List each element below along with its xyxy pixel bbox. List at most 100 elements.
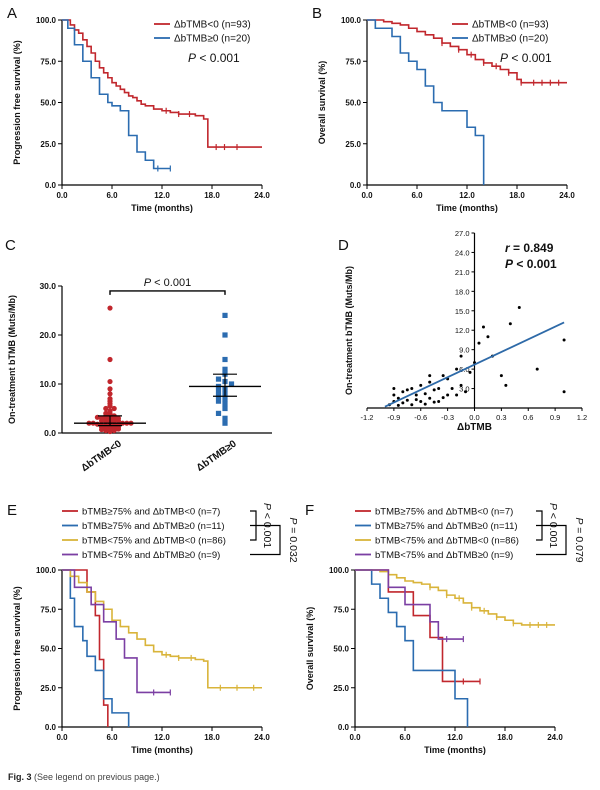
y-tick-label: 75.0 (40, 605, 56, 614)
figure-label: Fig. 3 (8, 772, 32, 782)
data-point (423, 402, 427, 406)
x-tick-label: 0.0 (349, 733, 361, 742)
p-value: P < 0.001 (144, 277, 191, 289)
panel-label: D (338, 237, 349, 254)
p-value: P < 0.001 (505, 257, 557, 271)
legend-label: bTMB≥75% and ΔbTMB<0 (n=7) (375, 507, 513, 518)
data-point (396, 403, 400, 407)
p-italic: P (188, 51, 196, 65)
data-point (441, 374, 445, 378)
x-tick-label: 12.0 (154, 733, 170, 742)
legend-label: bTMB<75% and ΔbTMB≥0 (n=9) (82, 550, 220, 561)
p-text: = 0.032 (287, 524, 299, 562)
y-tick-label: 18.0 (455, 287, 470, 296)
p-value: P < 0.001 (188, 51, 240, 65)
data-point (419, 383, 423, 387)
y-axis-label: Progression free survival (%) (12, 40, 22, 165)
panel-E: E 0.0 6.0 12.0 18.0 24.0 0.0 25.0 50.0 75.0 100.0 T… (7, 502, 299, 755)
x-tick-label: 24.0 (254, 191, 270, 200)
km-curve-purple (62, 569, 171, 694)
data-point (215, 388, 222, 394)
y-tick-label: 0.0 (338, 723, 350, 732)
x-tick-label: 0.6 (523, 413, 533, 422)
p-italic: P (261, 503, 273, 510)
y-tick-label: 21.0 (455, 268, 470, 277)
x-tick-label: 6.0 (399, 733, 411, 742)
x-tick-label: 12.0 (447, 733, 463, 742)
x-tick-label: 6.0 (106, 191, 118, 200)
data-point (464, 390, 468, 394)
data-point (228, 381, 235, 387)
km-curve-gold (355, 569, 555, 626)
p-text: = 0.079 (573, 524, 585, 562)
data-point (222, 356, 228, 363)
data-point (401, 401, 405, 405)
data-point (504, 383, 508, 387)
p-italic: P (505, 257, 514, 271)
p-value-inner: P < 0.001 (261, 503, 273, 548)
data-point (222, 312, 228, 318)
y-tick-label: 20.0 (39, 330, 56, 340)
y-axis-label: On-treatment bTMB (Muts/Mb) (344, 266, 354, 395)
data-point (446, 393, 450, 397)
km-curve-red (62, 569, 109, 727)
p-italic: P (144, 277, 152, 289)
x-tick-label: 0.3 (496, 413, 506, 422)
data-point (405, 398, 409, 402)
legend-label: bTMB≥75% and ΔbTMB≥0 (n=11) (82, 521, 225, 532)
data-point (401, 390, 405, 394)
data-point (477, 341, 481, 345)
data-point (99, 415, 105, 421)
km-curve-blue (62, 569, 130, 727)
panel-label: A (7, 5, 17, 22)
p-text: < 0.001 (513, 257, 557, 271)
figure-caption: Fig. 3 (See legend on previous page.) (8, 772, 160, 782)
p-value-outer: P = 0.079 (573, 517, 585, 562)
y-tick-label: 12.0 (455, 326, 470, 335)
y-tick-label: 75.0 (345, 57, 361, 66)
figure-caption-text: (See legend on previous page.) (34, 772, 160, 782)
x-tick-label: 0.0 (361, 191, 373, 200)
p-text: < 0.001 (508, 51, 552, 65)
x-tick-label: 0.0 (469, 413, 479, 422)
y-tick-label: 100.0 (341, 16, 362, 25)
y-tick-label: 0.0 (350, 181, 362, 190)
p-text: < 0.001 (547, 510, 559, 548)
data-point (222, 396, 228, 402)
km-curve-red (62, 19, 262, 148)
p-text: < 0.001 (261, 510, 273, 548)
data-point (107, 356, 113, 363)
x-tick-label: 12.0 (459, 191, 475, 200)
x-tick-label: 18.0 (509, 191, 525, 200)
y-tick-label: 3.0 (459, 385, 469, 394)
panel-label: B (312, 5, 322, 22)
data-point (222, 366, 228, 372)
significance-bracket (109, 290, 226, 295)
regression-line (384, 321, 565, 408)
panel-label: E (7, 502, 17, 519)
data-point (107, 396, 113, 402)
data-point (111, 405, 117, 412)
y-tick-label: 50.0 (40, 645, 56, 654)
x-tick-label: 0.9 (550, 413, 560, 422)
data-point (107, 408, 113, 414)
y-tick-label: 25.0 (345, 140, 361, 149)
data-point (405, 388, 409, 392)
data-point (432, 400, 436, 404)
x-tick-label: -0.3 (441, 413, 454, 422)
x-tick-label: 0.0 (56, 733, 68, 742)
panel-D: D-1.2-0.9-0.6-0.30.00.30.60.91.23.06.09.… (338, 229, 587, 433)
y-tick-label: 50.0 (345, 99, 361, 108)
legend-label: ΔbTMB≥0 (n=20) (472, 34, 548, 45)
legend-label: ΔbTMB<0 (n=93) (174, 20, 251, 31)
p-text: < 0.001 (196, 51, 240, 65)
y-tick-label: 25.0 (40, 684, 56, 693)
data-point (410, 403, 414, 407)
y-tick-label: 9.0 (459, 346, 469, 355)
bracket-outer (536, 524, 567, 556)
data-point (414, 398, 418, 402)
legend-label: bTMB<75% and ΔbTMB<0 (n=86) (82, 536, 226, 547)
p-italic: P (500, 51, 508, 65)
y-tick-label: 30.0 (39, 281, 56, 291)
y-tick-label: 0.0 (44, 428, 56, 438)
